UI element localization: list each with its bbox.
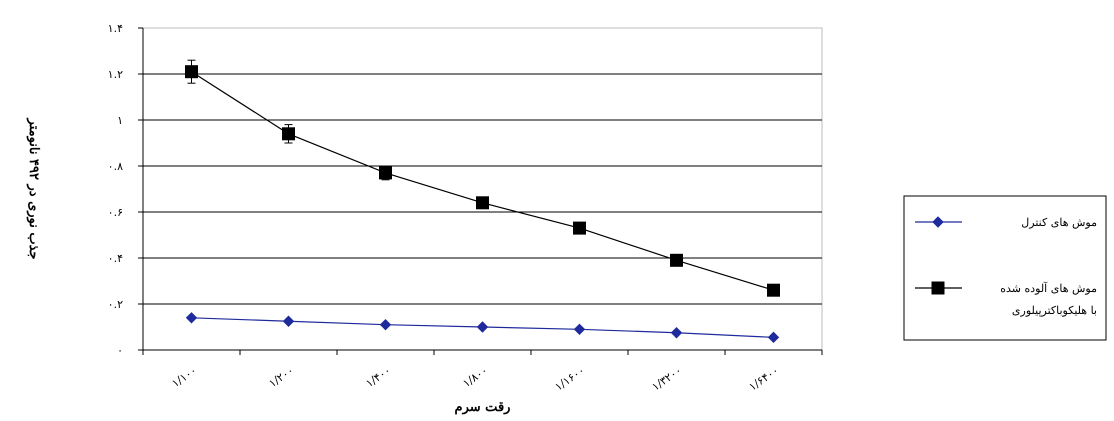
y-tick-label: ۰.۲ <box>108 298 123 311</box>
y-tick-labels: ۰ ۰.۲ ۰.۴ ۰.۶ ۰.۸ ۱ ۱.۲ ۱.۴ <box>108 22 123 357</box>
x-tick-label: ۱/۱۰۰ <box>169 364 199 390</box>
legend-marker <box>932 216 944 228</box>
data-point <box>185 312 198 324</box>
x-tick-label: ۱/۲۰۰ <box>266 364 296 390</box>
data-point <box>670 327 683 339</box>
data-point <box>670 253 683 267</box>
data-point <box>767 331 780 344</box>
y-tick-label: ۰ <box>117 344 123 357</box>
data-point <box>476 196 489 210</box>
data-point <box>282 127 295 141</box>
axes <box>138 27 823 355</box>
y-tick-label: ۰.۶ <box>108 206 123 219</box>
plot-area-border <box>142 27 823 351</box>
legend-label: با هلیکوباکترپیلوری <box>1012 304 1097 317</box>
legend: موش های کنترل موش های آلوده شده با هلیکوبا… <box>903 195 1107 341</box>
x-axis-title: رقت سرم <box>455 400 511 415</box>
x-tick-labels: ۱/۱۰۰ ۱/۲۰۰ ۱/۴۰۰ ۱/۸۰۰ ۱/۱۶۰۰ ۱/۳۲۰۰ ۱/۶۴۰۰ <box>169 364 781 394</box>
data-point <box>767 283 780 297</box>
legend-item-2: موش های آلوده شده با هلیکوباکترپیلوری <box>915 281 1097 317</box>
data-point <box>573 323 586 336</box>
data-point <box>379 318 392 331</box>
data-point <box>476 321 489 333</box>
y-tick-label: ۱.۴ <box>108 22 123 35</box>
y-tick-label: ۱.۲ <box>108 68 123 81</box>
y-axis-title: جذب نوری در ۴۹۲ نانومتر <box>26 118 41 260</box>
legend-label: موش های آلوده شده <box>1000 282 1097 295</box>
data-point <box>573 221 586 235</box>
legend-item-1: موش های کنترل <box>915 216 1097 229</box>
series-2 <box>185 59 780 297</box>
y-tick-label: ۱ <box>117 114 123 127</box>
series-layer <box>185 59 780 344</box>
y-tick-label: ۰.۸ <box>108 160 123 173</box>
legend-label: موش های کنترل <box>1021 216 1097 229</box>
gridlines <box>142 27 823 351</box>
x-tick-label: ۱/۴۰۰ <box>363 364 393 390</box>
data-point <box>379 166 392 180</box>
series-line <box>191 71 774 291</box>
data-point <box>282 315 295 327</box>
legend-items: موش های کنترل موش های آلوده شده با هلیکوبا… <box>915 216 1097 317</box>
series-1 <box>185 312 780 344</box>
x-tick-label: ۱/۳۲۰۰ <box>650 364 685 394</box>
x-tick-label: ۱/۶۴۰۰ <box>747 364 782 394</box>
data-point <box>185 65 198 79</box>
x-tick-label: ۱/۸۰۰ <box>460 364 490 390</box>
x-tick-label: ۱/۱۶۰۰ <box>553 364 588 394</box>
legend-marker <box>931 281 945 295</box>
y-tick-label: ۰.۴ <box>108 252 123 265</box>
